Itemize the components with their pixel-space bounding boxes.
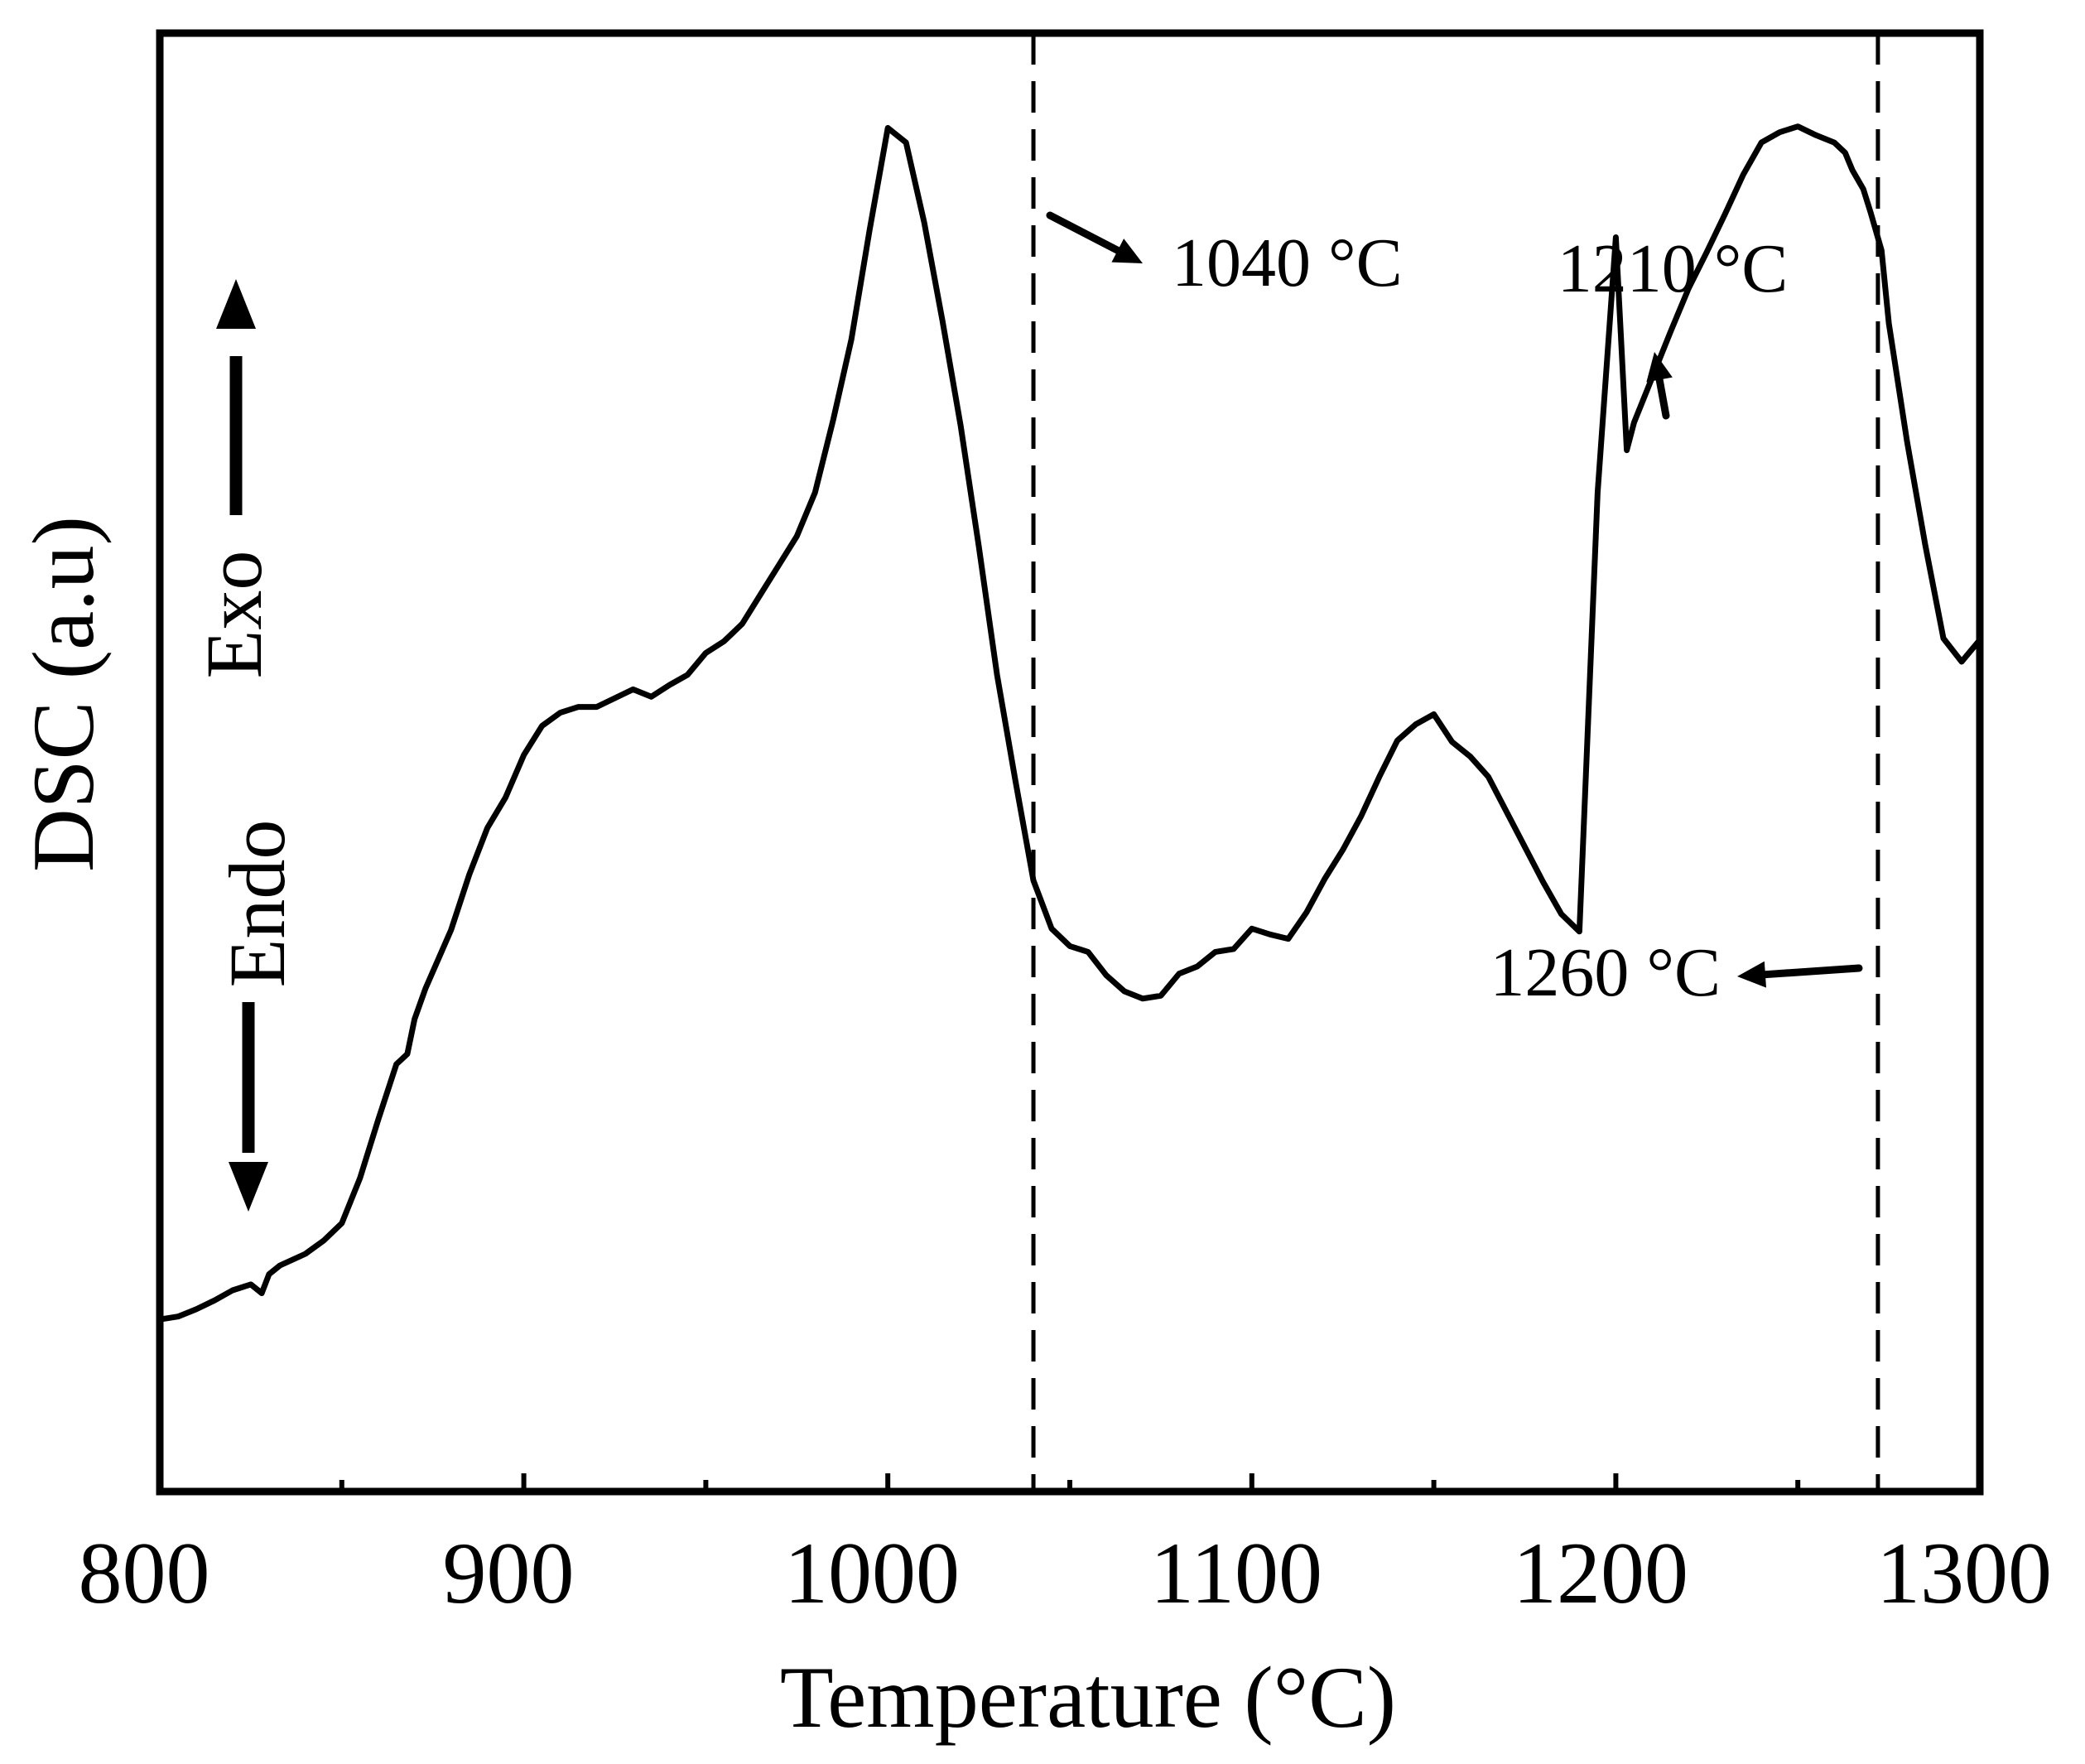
reference-lines <box>1031 33 1880 1492</box>
annotation-arrow-2 <box>1761 964 1863 979</box>
x-axis-ticks <box>157 1473 1982 1492</box>
x-tick-label-900: 900 <box>443 1525 575 1622</box>
annotation-arrow-1 <box>1655 375 1670 420</box>
annotation-label-2: 1260 °C <box>1490 934 1721 1011</box>
endo-label: Endo <box>213 820 301 988</box>
data-curve-layer <box>156 123 1983 1323</box>
peak-annotations: 1040 °C 1210 °C 1260 °C <box>1046 211 1863 1011</box>
x-tick-labels: 800 900 1000 1100 1200 1300 <box>79 1525 2053 1622</box>
endo-arrow-head-icon <box>229 1162 268 1212</box>
y-axis-title: DSC (a.u) <box>15 516 112 872</box>
annotation-arrow-0 <box>1046 211 1122 254</box>
annotation-label-1: 1210 °C <box>1558 230 1789 307</box>
x-tick-label-1100: 1100 <box>1150 1525 1322 1622</box>
annotation-label-0: 1040 °C <box>1172 224 1403 301</box>
x-axis-title: Temperature (°C) <box>780 1649 1396 1746</box>
x-tick-label-1200: 1200 <box>1513 1525 1688 1622</box>
exo-label: Exo <box>190 551 278 679</box>
exo-arrow-head-icon <box>216 279 256 329</box>
x-tick-label-1300: 1300 <box>1876 1525 2052 1622</box>
annotation-arrow-head-2 <box>1737 961 1767 988</box>
annotation-arrow-head-0 <box>1111 239 1143 263</box>
x-tick-label-800: 800 <box>79 1525 210 1622</box>
direction-indicator: Exo Endo <box>190 279 301 1212</box>
data-series-0 <box>156 123 1983 1323</box>
x-tick-label-1000: 1000 <box>784 1525 960 1622</box>
annotation-arrow-head-1 <box>1646 352 1673 383</box>
